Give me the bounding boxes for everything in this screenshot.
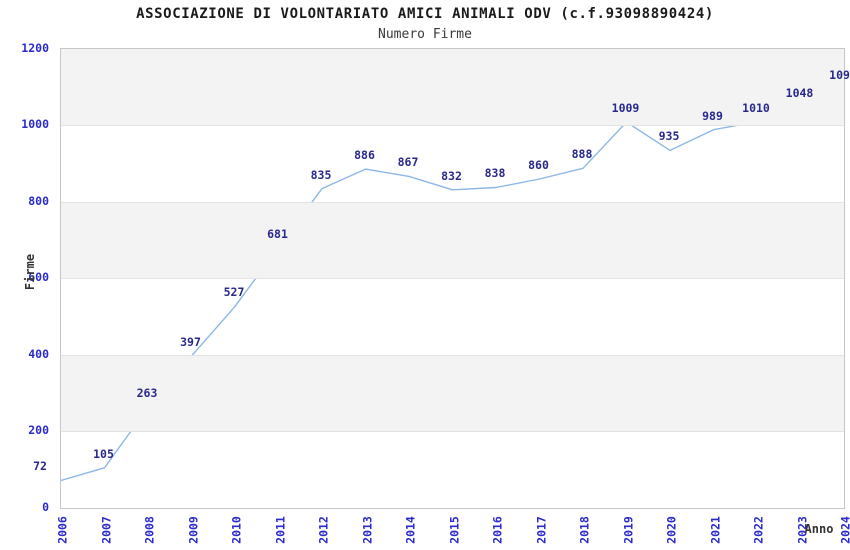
y-axis-title: Firme <box>23 253 37 291</box>
gridline <box>61 278 844 279</box>
gridline <box>61 354 844 356</box>
x-tick-label: 2015 <box>447 516 461 544</box>
plot-area <box>60 48 845 509</box>
x-tick-label: 2014 <box>403 516 418 544</box>
chart-subtitle: Numero Firme <box>378 27 472 42</box>
gridline <box>61 431 844 432</box>
y-tick-label: 0 <box>42 499 49 514</box>
x-tick-label: 2009 <box>186 516 200 544</box>
x-tick-label: 2010 <box>229 516 244 544</box>
chart-title: ASSOCIAZIONE DI VOLONTARIATO AMICI ANIMA… <box>136 6 714 22</box>
x-tick-label: 2022 <box>751 516 766 544</box>
x-tick-label: 2018 <box>577 516 592 544</box>
plot-band <box>61 355 844 432</box>
x-tick-label: 2013 <box>360 516 374 544</box>
plot-band <box>61 49 844 126</box>
gridline <box>61 201 844 203</box>
plot-band <box>61 202 844 279</box>
y-tick-label: 1200 <box>21 40 49 55</box>
x-tick-label: 2021 <box>708 516 722 544</box>
x-tick-label: 2024 <box>838 516 850 544</box>
x-tick-label: 2019 <box>621 516 635 544</box>
x-axis-title: Anno <box>804 522 834 536</box>
y-tick-label: 800 <box>28 193 49 208</box>
x-tick-label: 2017 <box>534 516 548 544</box>
data-point-label: 72 <box>33 459 47 474</box>
y-tick-label: 200 <box>28 423 49 437</box>
x-tick-label: 2020 <box>664 516 679 544</box>
x-tick-label: 2012 <box>316 516 331 544</box>
x-tick-label: 2016 <box>490 516 505 544</box>
x-tick-label: 2011 <box>273 516 287 544</box>
gridline <box>61 125 844 126</box>
x-tick-label: 2006 <box>55 516 70 544</box>
x-tick-label: 2008 <box>142 516 157 544</box>
x-tick-label: 2007 <box>99 516 113 544</box>
y-tick-label: 400 <box>28 346 49 361</box>
y-tick-label: 1000 <box>21 117 49 131</box>
